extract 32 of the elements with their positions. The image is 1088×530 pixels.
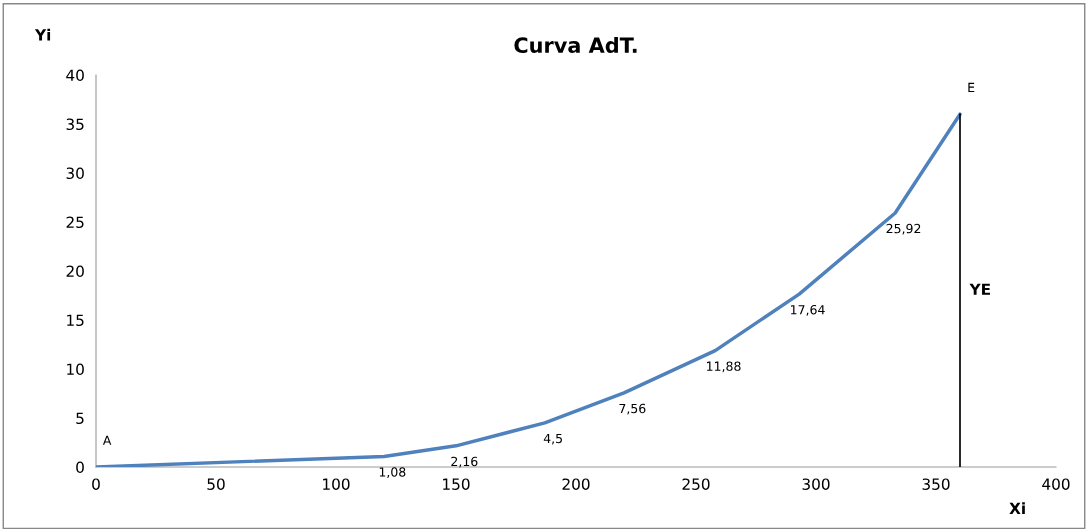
- x-tick-label: 200: [562, 478, 590, 490]
- y-tick-label: 0: [76, 461, 84, 474]
- x-tick-label: 350: [922, 478, 950, 490]
- x-tick-label: 50: [207, 478, 225, 490]
- y-tick-label: 5: [76, 412, 84, 425]
- data-label: 17,64: [791, 304, 825, 316]
- x-tick-label: 0: [92, 478, 100, 490]
- data-label: 4,5: [543, 433, 562, 445]
- series-label: YE: [969, 283, 990, 295]
- x-tick-label: 150: [443, 478, 470, 490]
- y-tick-label: 30: [66, 167, 84, 180]
- y-axis-title: Yi: [34, 28, 51, 41]
- x-tick-label: 250: [682, 478, 710, 490]
- y-tick-label: 40: [66, 69, 84, 82]
- x-tick-label: 300: [802, 478, 830, 490]
- data-label: 25,92: [886, 223, 921, 235]
- data-label: 7,56: [619, 403, 646, 415]
- y-tick-label: 35: [66, 118, 84, 131]
- x-tick-label: 100: [323, 478, 350, 490]
- annotation: E: [968, 82, 975, 92]
- y-tick-label: 10: [67, 363, 84, 376]
- data-label: 2,16: [451, 456, 478, 468]
- y-tick-label: 25: [66, 216, 84, 229]
- data-label: 1,08: [379, 467, 406, 478]
- data-label: 11,88: [707, 361, 741, 373]
- annotation: A: [102, 435, 112, 445]
- chart-title: Curva AdT.: [514, 36, 637, 54]
- y-tick-label: 15: [67, 314, 84, 327]
- x-tick-label: 400: [1042, 478, 1070, 490]
- x-axis-title: Xi: [1009, 502, 1025, 514]
- line-series: [96, 112, 962, 467]
- y-tick-label: 20: [66, 265, 84, 278]
